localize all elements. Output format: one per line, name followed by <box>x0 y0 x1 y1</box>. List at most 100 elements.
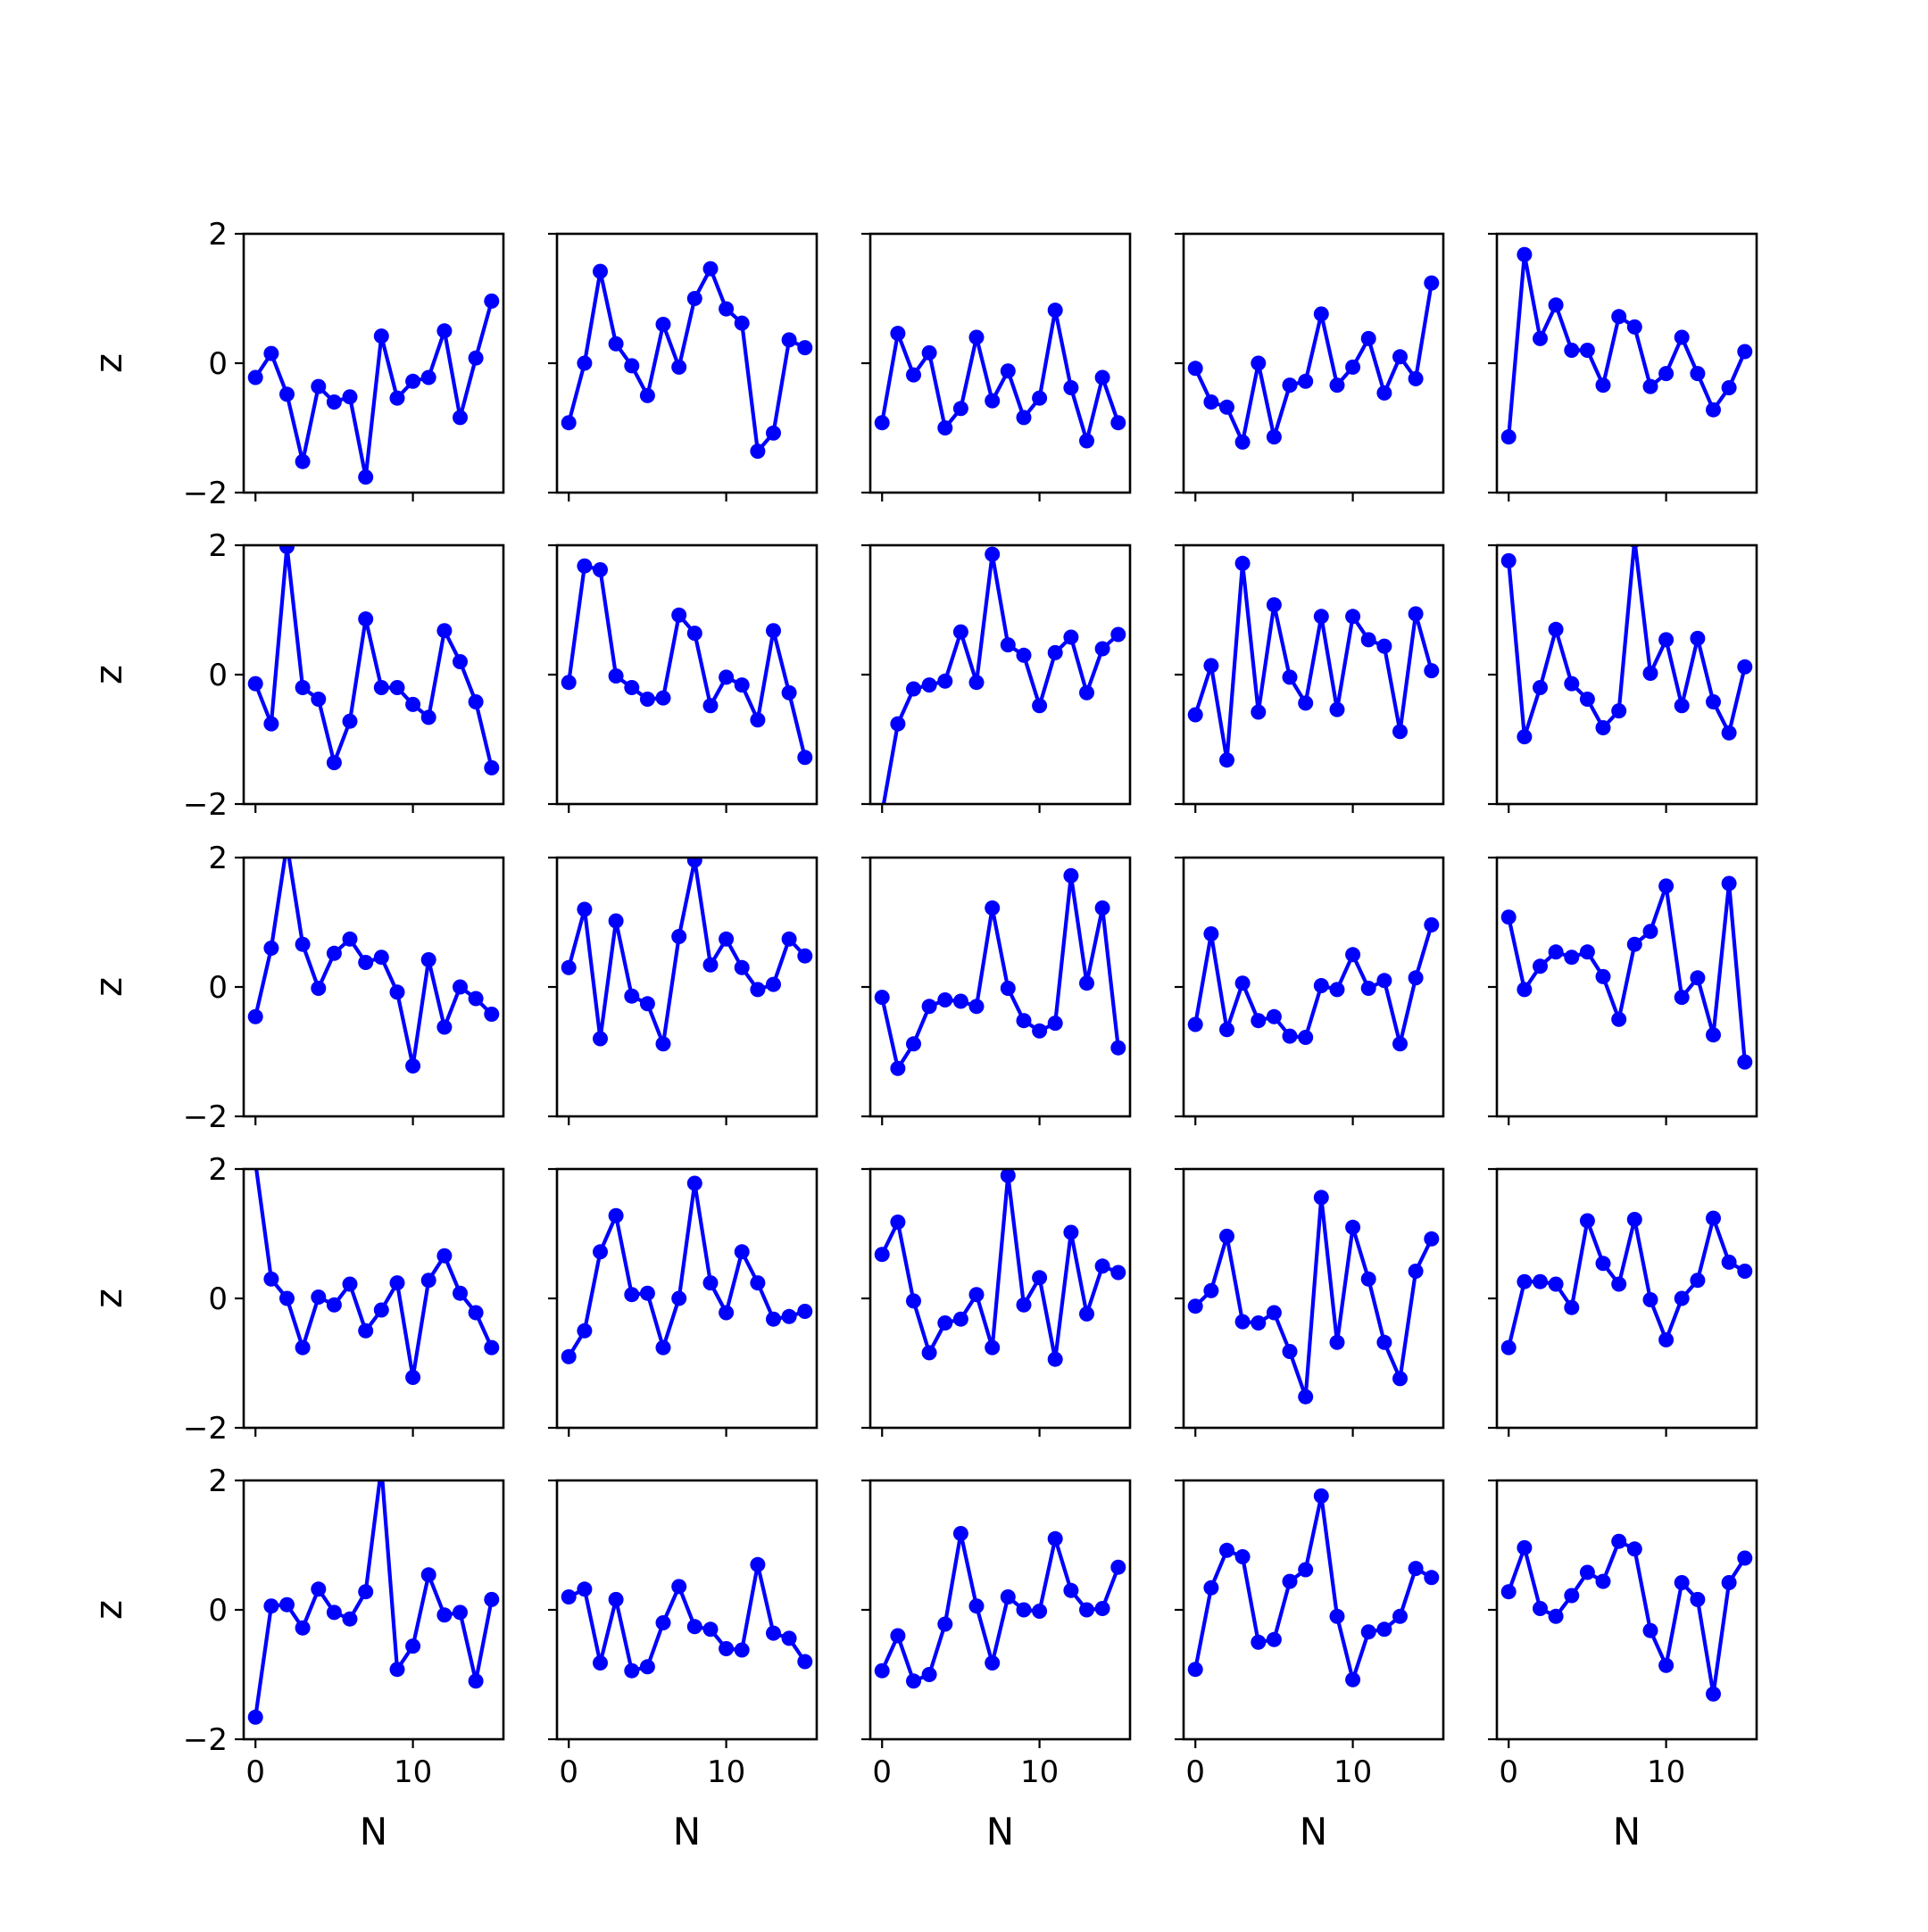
data-point-3 <box>295 680 311 695</box>
data-point-7 <box>1298 695 1314 711</box>
data-point-13 <box>1392 724 1408 740</box>
data-point-9 <box>702 261 719 277</box>
x-tick-label: 0 <box>245 1754 265 1790</box>
data-point-15 <box>797 1304 813 1319</box>
data-point-14 <box>1408 970 1424 986</box>
subplot-r4-c1: 0 10N <box>548 1479 819 1853</box>
data-point-9 <box>1016 410 1032 426</box>
data-point-12 <box>436 1019 453 1035</box>
data-point-7 <box>1611 703 1627 719</box>
data-point-2 <box>906 1036 921 1052</box>
data-point-15 <box>1110 415 1126 431</box>
data-point-15 <box>1424 1570 1440 1586</box>
data-point-13 <box>1706 1686 1721 1702</box>
data-point-9 <box>1642 666 1658 681</box>
data-point-11 <box>1360 1624 1376 1640</box>
data-point-5 <box>952 1311 968 1327</box>
series-line <box>880 1531 1120 1683</box>
data-point-3 <box>921 1667 937 1682</box>
data-point-6 <box>1595 1256 1611 1272</box>
data-point-10 <box>1658 632 1675 648</box>
data-point-4 <box>1251 355 1267 371</box>
data-point-8 <box>373 328 389 344</box>
data-point-6 <box>1282 1573 1298 1589</box>
data-point-14 <box>1408 1264 1424 1279</box>
data-point-6 <box>655 690 671 706</box>
data-point-8 <box>1000 1589 1016 1604</box>
data-point-15 <box>797 750 813 766</box>
data-point-11 <box>734 677 750 693</box>
data-point-3 <box>608 668 624 684</box>
data-point-9 <box>1329 1334 1345 1350</box>
series-group <box>1500 1210 1753 1356</box>
data-point-7 <box>1298 1389 1314 1405</box>
data-point-13 <box>453 1285 468 1301</box>
data-point-14 <box>781 1630 797 1646</box>
series-line <box>1193 282 1434 444</box>
data-point-4 <box>311 1581 327 1597</box>
series-group <box>247 1480 500 1725</box>
data-point-7 <box>1298 373 1314 389</box>
data-point-10 <box>719 931 735 947</box>
data-point-4 <box>1251 704 1267 720</box>
subplot-r4-c4: 0 10N <box>1488 1479 1758 1853</box>
series-group <box>881 546 1126 804</box>
data-point-5 <box>1266 429 1282 445</box>
data-point-9 <box>702 698 719 714</box>
data-point-2 <box>1219 399 1234 415</box>
data-point-7 <box>671 359 687 375</box>
data-point-12 <box>1376 973 1392 989</box>
data-point-5 <box>1579 944 1595 960</box>
plot-area <box>244 234 503 493</box>
x-axis-label: N <box>360 1810 387 1853</box>
data-point-7 <box>985 1339 1001 1356</box>
data-point-13 <box>1079 684 1094 701</box>
data-point-11 <box>1360 981 1376 996</box>
subplot-r3-c2 <box>861 1167 1132 1437</box>
y-tick-label: 0 <box>208 1593 228 1629</box>
data-point-5 <box>639 692 655 707</box>
subplot-r0-c4 <box>1488 232 1758 502</box>
data-point-13 <box>766 425 781 441</box>
data-point-3 <box>608 336 624 352</box>
data-point-14 <box>1094 369 1110 386</box>
series-group <box>561 261 813 460</box>
y-axis-label: z <box>87 1289 130 1308</box>
series-group <box>561 1556 813 1679</box>
data-point-0 <box>561 1589 577 1604</box>
data-point-13 <box>453 654 468 669</box>
data-point-7 <box>358 469 374 485</box>
data-point-8 <box>686 1175 702 1191</box>
data-point-12 <box>750 712 766 728</box>
data-point-13 <box>766 976 781 992</box>
x-tick-label: 0 <box>559 1754 578 1790</box>
data-point-15 <box>797 1654 813 1670</box>
data-point-13 <box>1706 1027 1721 1043</box>
data-point-9 <box>389 680 405 695</box>
data-point-13 <box>766 623 781 639</box>
data-point-15 <box>1737 1550 1753 1566</box>
data-point-15 <box>484 759 500 775</box>
y-tick-label: 2 <box>208 1464 228 1499</box>
data-point-2 <box>593 1655 608 1671</box>
data-point-15 <box>1424 916 1440 933</box>
data-point-14 <box>1721 1575 1737 1590</box>
data-point-5 <box>639 1659 655 1675</box>
data-point-6 <box>342 389 358 405</box>
y-tick-label: −2 <box>183 476 228 511</box>
data-point-9 <box>1016 1297 1032 1313</box>
data-point-0 <box>247 369 263 386</box>
y-axis-label: z <box>87 977 130 997</box>
data-point-1 <box>1517 1539 1533 1555</box>
data-point-14 <box>1408 370 1424 386</box>
data-point-10 <box>405 1058 421 1074</box>
data-point-15 <box>484 1007 500 1022</box>
data-point-5 <box>326 945 342 961</box>
data-point-8 <box>373 949 389 966</box>
data-point-6 <box>1595 1573 1611 1589</box>
data-point-12 <box>1690 630 1706 646</box>
data-point-7 <box>671 1290 687 1306</box>
data-point-11 <box>1674 1575 1690 1590</box>
data-point-3 <box>608 1591 624 1607</box>
